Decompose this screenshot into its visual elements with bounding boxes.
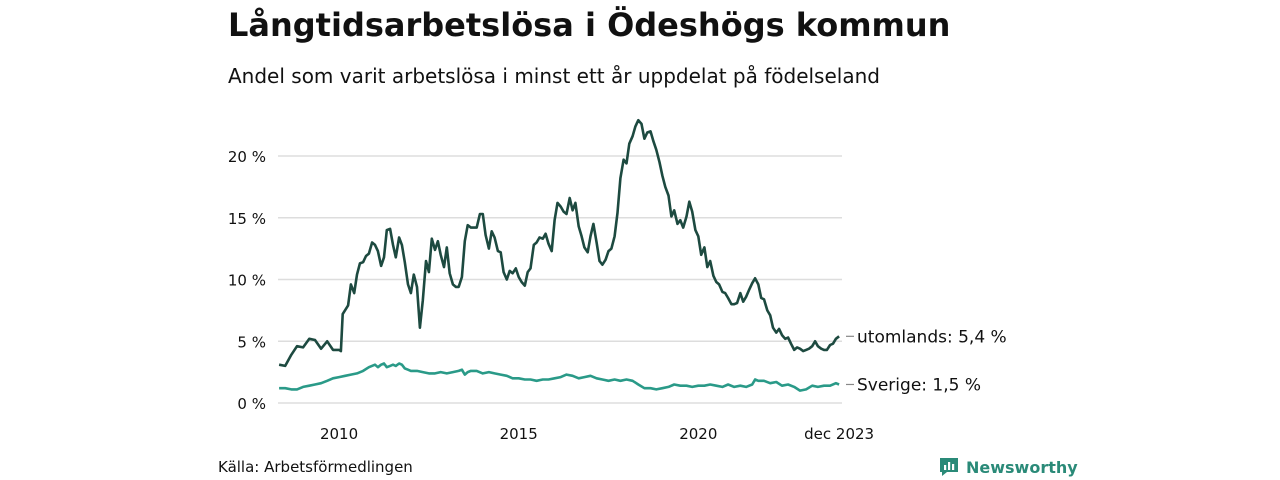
y-axis-ticks: 0 % 5 % 10 % 15 % 20 % <box>228 148 266 413</box>
end-label-sverige: Sverige: 1,5 % <box>857 375 981 395</box>
chart-title: Långtidsarbetslösa i Ödeshögs kommun <box>228 6 951 44</box>
y-tick-label: 5 % <box>237 333 266 351</box>
series-lines <box>278 118 840 392</box>
y-tick-label: 0 % <box>237 395 266 413</box>
x-tick-label: 2020 <box>679 425 717 443</box>
x-tick-label: 2010 <box>320 425 358 443</box>
series-end-labels: utomlands: 5,4 % Sverige: 1,5 % <box>846 327 1007 395</box>
brand-name: Newsworthy <box>966 457 1078 477</box>
y-tick-label: 20 % <box>228 148 266 166</box>
source-note: Källa: Arbetsförmedlingen <box>218 458 413 476</box>
y-tick-label: 10 % <box>228 272 266 290</box>
x-tick-label: dec 2023 <box>804 425 874 443</box>
x-axis-ticks: 2010 2015 2020 dec 2023 <box>320 425 874 443</box>
newsworthy-logo-icon <box>940 458 958 476</box>
y-tick-label: 15 % <box>228 210 266 228</box>
series-line-utomlands <box>278 118 840 368</box>
end-label-utomlands: utomlands: 5,4 % <box>857 327 1007 347</box>
grid-lines <box>278 155 842 404</box>
series-line-sverige <box>279 362 840 392</box>
chart-subtitle: Andel som varit arbetslösa i minst ett å… <box>228 64 880 88</box>
x-tick-label: 2015 <box>500 425 538 443</box>
newsworthy-brand[interactable]: Newsworthy <box>938 456 1078 478</box>
